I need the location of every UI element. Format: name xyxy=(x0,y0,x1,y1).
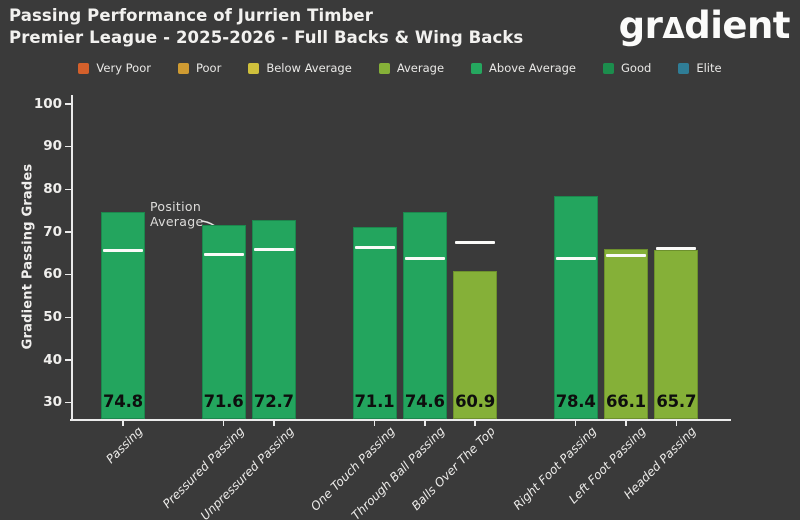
x-tick-mark xyxy=(373,420,376,426)
bar-value-label: 78.4 xyxy=(555,392,596,411)
y-tick-label: 30 xyxy=(43,394,62,411)
legend-swatch-icon xyxy=(78,62,90,74)
position-average-line xyxy=(253,248,294,251)
legend-label: Very Poor xyxy=(96,61,151,75)
bar-value-label: 74.6 xyxy=(404,392,445,411)
chart-title-line2: Premier League - 2025-2026 - Full Backs … xyxy=(9,28,524,47)
x-tick-label: One Touch Passing xyxy=(307,424,398,514)
legend-item-very-poor: Very Poor xyxy=(78,61,151,75)
bar-value-label: 65.7 xyxy=(656,392,697,411)
x-tick-mark xyxy=(222,420,225,426)
y-tick-mark xyxy=(65,273,71,276)
bar-pressured-passing xyxy=(201,225,246,419)
x-tick-mark xyxy=(574,420,577,426)
y-tick-label: 90 xyxy=(43,138,62,155)
y-tick-label: 100 xyxy=(33,95,62,112)
bar-balls-over-the-top xyxy=(453,270,498,419)
legend-label: Above Average xyxy=(489,61,577,75)
bar-value-label: 74.8 xyxy=(103,392,143,411)
legend-item-below-average: Below Average xyxy=(248,61,352,75)
legend-label: Average xyxy=(396,61,445,75)
position-average-line xyxy=(103,249,143,253)
legend-swatch-icon xyxy=(178,62,189,74)
y-tick-label: 80 xyxy=(43,180,62,197)
legend-label: Elite xyxy=(696,61,722,75)
legend-swatch-icon xyxy=(471,62,483,74)
legend-swatch-icon xyxy=(248,62,260,74)
bar-one-touch-passing xyxy=(352,227,397,419)
annotation-line2: Average xyxy=(150,213,204,229)
legend-label: Poor xyxy=(196,61,222,75)
legend-swatch-icon xyxy=(678,62,690,74)
bar-right-foot-passing xyxy=(553,196,598,419)
legend-label: Good xyxy=(621,61,652,75)
y-tick-label: 70 xyxy=(43,223,62,240)
legend-item-average: Average xyxy=(378,61,445,75)
x-tick-label: Unpressured Passing xyxy=(197,424,297,520)
x-tick-label: Right Foot Passing xyxy=(510,424,599,513)
position-average-line xyxy=(656,247,697,251)
bar-value-label: 66.1 xyxy=(606,392,646,411)
legend-item-good: Good xyxy=(603,61,651,75)
x-tick-label: Through Ball Passing xyxy=(349,424,448,520)
legend-swatch-icon xyxy=(378,62,390,74)
position-average-line xyxy=(354,246,395,250)
position-average-annotation: Position Average xyxy=(150,199,204,229)
legend-item-elite: Elite xyxy=(678,61,722,75)
bar-value-label: 71.6 xyxy=(203,392,244,411)
x-tick-mark xyxy=(273,420,275,426)
bar-unpressured-passing xyxy=(251,220,296,419)
bar-headed-passing xyxy=(654,250,699,419)
x-tick-mark xyxy=(474,420,476,426)
bar-through-ball-passing xyxy=(402,212,447,419)
annotation-line1: Position xyxy=(150,199,202,214)
chart-title-line1: Passing Performance of Jurrien Timber xyxy=(9,6,373,25)
x-tick-mark xyxy=(675,420,678,426)
y-tick-label: 60 xyxy=(43,266,62,283)
position-average-line xyxy=(555,256,596,260)
logo-triangle-icon: Δ xyxy=(662,11,685,45)
x-tick-mark xyxy=(122,420,124,426)
legend-item-above-average: Above Average xyxy=(471,61,576,75)
position-average-line xyxy=(455,240,496,244)
y-tick-mark xyxy=(65,145,71,148)
y-tick-mark xyxy=(65,231,71,233)
legend-label: Below Average xyxy=(266,61,352,75)
gradient-logo: grΔdient xyxy=(618,4,791,47)
x-axis-spine xyxy=(70,419,731,421)
y-tick-mark xyxy=(65,188,71,191)
y-tick-mark xyxy=(65,103,71,105)
y-axis-spine xyxy=(71,95,73,421)
bar-value-label: 71.1 xyxy=(354,392,395,411)
legend-swatch-icon xyxy=(603,62,615,74)
y-tick-mark xyxy=(65,401,71,404)
grade-legend: Very Poor Poor Below Average Average Above A… xyxy=(0,61,800,75)
x-tick-label: Passing xyxy=(103,424,146,467)
position-average-line xyxy=(203,253,244,257)
y-tick-label: 40 xyxy=(43,351,62,368)
position-average-line xyxy=(404,257,445,261)
y-tick-mark xyxy=(65,316,71,319)
chart-title: Passing Performance of Jurrien Timber Pr… xyxy=(9,5,523,49)
bar-value-label: 72.7 xyxy=(253,392,294,411)
y-tick-mark xyxy=(65,359,71,361)
logo-text-suffix: dient xyxy=(684,4,790,47)
bar-value-label: 60.9 xyxy=(455,392,496,411)
bar-passing xyxy=(101,211,145,419)
x-tick-mark xyxy=(625,420,627,426)
bar-left-foot-passing xyxy=(604,248,648,419)
x-tick-label: Pressured Passing xyxy=(159,424,247,512)
y-tick-label: 50 xyxy=(43,308,62,325)
legend-item-poor: Poor xyxy=(178,61,221,75)
x-tick-mark xyxy=(424,420,426,426)
logo-text-prefix: gr xyxy=(618,4,663,47)
position-average-line xyxy=(606,253,646,257)
